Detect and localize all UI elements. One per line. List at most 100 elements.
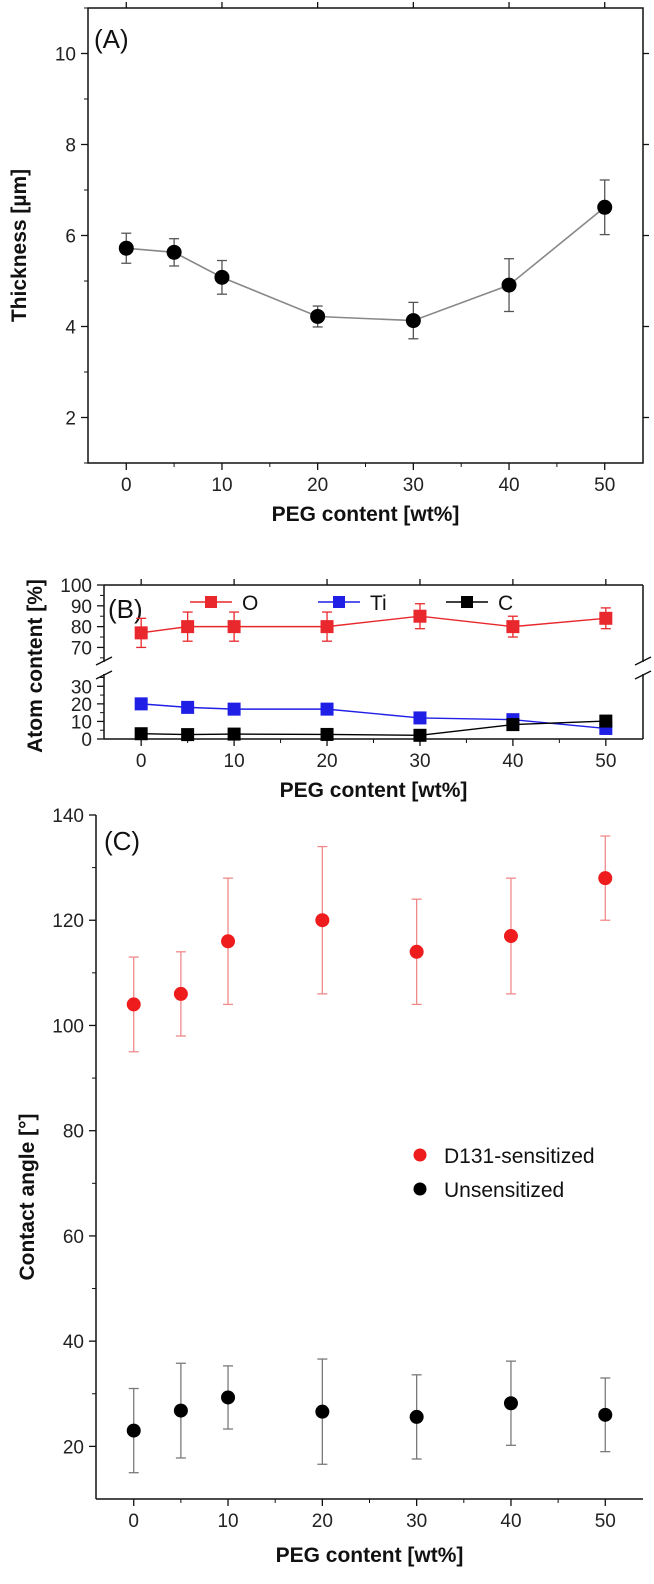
legend-label: C <box>498 592 513 615</box>
data-point <box>409 1409 424 1424</box>
data-point <box>413 711 427 725</box>
y-tick-label: 20 <box>63 1437 84 1458</box>
x-tick-label: 50 <box>595 751 616 772</box>
x-tick-label: 0 <box>121 475 132 496</box>
data-point <box>134 727 148 741</box>
legend-label: Ti <box>370 592 387 615</box>
data-point <box>173 986 188 1001</box>
y-tick-label: 0 <box>81 730 92 751</box>
series <box>134 697 613 735</box>
series-line <box>141 615 606 634</box>
y-tick-label: 4 <box>65 318 76 339</box>
x-tick-label: 30 <box>406 1511 427 1532</box>
x-tick-label: 10 <box>211 475 232 496</box>
data-point <box>126 1423 141 1438</box>
x-tick-label: 40 <box>498 475 519 496</box>
legend-marker <box>461 596 473 608</box>
y-tick-label: 10 <box>55 45 76 66</box>
panel-a: 2 4 6 8 10 0 10 20 30 40 50 PEG content [wt%] Thickn… <box>8 2 649 526</box>
series-line <box>141 720 606 737</box>
series-line <box>126 206 606 322</box>
x-tick-label: 50 <box>594 475 615 496</box>
data-point <box>126 997 141 1012</box>
series <box>134 603 613 649</box>
data-point <box>503 1396 518 1411</box>
y-tick-label: 120 <box>52 911 84 932</box>
legend-item: Ti <box>318 592 387 615</box>
x-tick-label: 40 <box>500 1511 521 1532</box>
axis-break-mark <box>95 656 113 666</box>
y-tick-label: 10 <box>71 712 92 733</box>
x-tick-label: 30 <box>409 751 430 772</box>
data-point <box>413 728 427 742</box>
axis-break-mark <box>634 670 652 680</box>
data-point <box>506 718 520 732</box>
y-tick-label: 60 <box>63 1227 84 1248</box>
data-point <box>214 269 230 285</box>
data-point <box>118 240 134 256</box>
data-point <box>181 700 195 714</box>
y-tick-label: 90 <box>71 597 92 618</box>
data-point <box>181 728 195 742</box>
y-tick-label: 20 <box>71 695 92 716</box>
series-line <box>141 703 606 730</box>
legend-item: Unsensitized <box>413 1179 564 1202</box>
series <box>126 1358 613 1474</box>
x-tick-label: 0 <box>128 1511 139 1532</box>
data-point <box>227 620 241 634</box>
data-point <box>405 313 421 329</box>
y-tick-label: 100 <box>52 1016 84 1037</box>
data-point <box>134 626 148 640</box>
y-tick-label: 6 <box>65 227 76 248</box>
data-point <box>320 727 334 741</box>
x-tick-label: 0 <box>136 751 147 772</box>
data-point <box>221 934 236 949</box>
data-point <box>227 727 241 741</box>
data-point <box>227 702 241 716</box>
x-tick-label: 10 <box>224 751 245 772</box>
y-axis-title: Contact angle [°] <box>16 1113 39 1280</box>
legend-item: C <box>446 592 513 615</box>
axis-break-mark <box>634 656 652 666</box>
y-tick-label: 70 <box>71 638 92 659</box>
data-point <box>413 609 427 623</box>
plot-frame <box>87 7 644 464</box>
y-axis-title: Thickness [µm] <box>8 169 31 322</box>
legend-marker <box>333 596 345 608</box>
y-tick-label: 80 <box>63 1122 84 1143</box>
data-point <box>134 697 148 711</box>
series <box>126 835 613 1053</box>
panel-c: 20 40 60 80 100 120 140 0 10 20 30 40 50 PEG content … <box>16 806 643 1567</box>
legend-label: D131-sensitized <box>444 1145 595 1168</box>
x-tick-label: 20 <box>312 1511 333 1532</box>
y-tick-label: 80 <box>71 618 92 639</box>
data-point <box>173 1403 188 1418</box>
panel-label: (B) <box>108 594 143 624</box>
data-point <box>166 244 182 260</box>
x-axis-title: PEG content [wt%] <box>276 1544 464 1567</box>
legend-label: Unsensitized <box>444 1179 564 1202</box>
legend-marker <box>413 1182 427 1196</box>
axis-break-mark <box>95 670 113 680</box>
panel-label: (A) <box>94 24 129 54</box>
data-point <box>320 702 334 716</box>
legend-item: D131-sensitized <box>413 1145 595 1168</box>
data-point <box>598 871 613 886</box>
data-point <box>315 1404 330 1419</box>
series <box>134 714 613 742</box>
data-point <box>599 611 613 625</box>
y-axis-title: Atom content [%] <box>24 579 47 753</box>
legend-item: O <box>190 592 258 615</box>
data-point <box>503 929 518 944</box>
y-tick-label: 30 <box>71 677 92 698</box>
data-point <box>597 199 613 215</box>
y-tick-label: 40 <box>63 1332 84 1353</box>
x-axis-title: PEG content [wt%] <box>272 503 460 526</box>
y-tick-label: 100 <box>60 576 92 597</box>
x-axis-title: PEG content [wt%] <box>280 779 468 802</box>
y-tick-label: 8 <box>65 136 76 157</box>
x-tick-label: 30 <box>403 475 424 496</box>
data-point <box>599 714 613 728</box>
